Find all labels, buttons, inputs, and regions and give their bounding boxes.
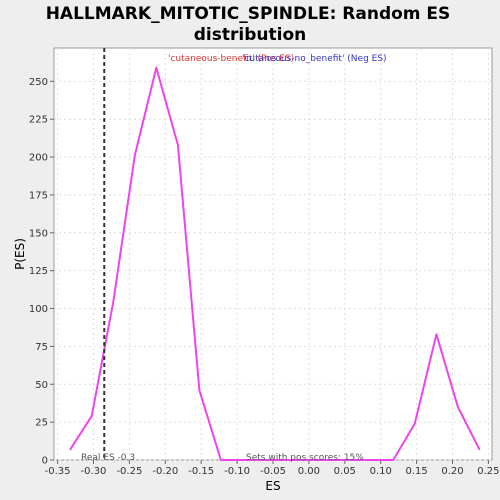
- es-distribution-point: [306, 459, 308, 461]
- es-distribution-point: [198, 389, 201, 392]
- es-distribution-point: [435, 333, 438, 336]
- es-distribution-point: [327, 459, 330, 461]
- es-distribution-point: [478, 448, 481, 451]
- es-distribution-point: [177, 144, 179, 146]
- x-tick-label: 0.15: [405, 466, 427, 477]
- x-tick-label: 0.05: [334, 466, 356, 477]
- x-tick-label: -0.05: [260, 466, 286, 477]
- es-distribution-point: [370, 459, 373, 461]
- x-tick-label: -0.10: [224, 466, 250, 477]
- es-distribution-point: [112, 301, 115, 304]
- x-tick-label: -0.25: [116, 466, 142, 477]
- pos-scores-annotation: Sets with pos scores: 15%: [246, 453, 364, 463]
- es-distribution-point: [69, 448, 71, 451]
- axes: 0 25 50 75 100 125 150 175 200 225 250 -0.35 -0.30 -0…: [29, 77, 500, 477]
- y-tick-label: 225: [29, 115, 48, 126]
- y-tick-label: 150: [29, 228, 48, 239]
- x-tick-label: -0.20: [152, 466, 178, 477]
- es-distribution-point: [457, 406, 459, 408]
- y-tick-label: 200: [29, 153, 48, 164]
- x-tick-label: 0.25: [477, 466, 499, 477]
- es-distribution-point: [241, 459, 244, 461]
- es-distribution-point: [90, 415, 93, 417]
- x-tick-label: 0.10: [370, 466, 392, 477]
- es-distribution-point: [414, 422, 416, 425]
- y-axis-label: P(ES): [13, 238, 27, 270]
- y-tick-label: 250: [29, 77, 48, 88]
- es-distribution-line: [69, 66, 481, 461]
- y-tick-label: 100: [29, 304, 48, 315]
- series-layer: [69, 66, 481, 461]
- grid: [54, 48, 492, 461]
- es-distribution-point: [155, 66, 158, 69]
- neg-es-legend-label: 'cutaneous-no_benefit' (Neg ES): [242, 54, 387, 64]
- es-distribution-point: [263, 459, 265, 461]
- es-distribution-point: [220, 459, 222, 461]
- es-distribution-point: [349, 459, 351, 461]
- real-es-annotation: Real ES -0.3: [81, 453, 135, 463]
- y-tick-label: 125: [29, 266, 48, 277]
- y-tick-label: 75: [35, 342, 48, 353]
- y-tick-label: 25: [35, 418, 48, 429]
- es-distribution-point: [284, 459, 287, 461]
- x-tick-label: -0.30: [81, 466, 107, 477]
- y-tick-label: 0: [42, 456, 48, 467]
- x-tick-label: -0.15: [188, 466, 214, 477]
- pos-es-legend-label: 'cutaneous-benefit' (Pos ES): [168, 54, 294, 64]
- x-tick-label: -0.35: [45, 466, 71, 477]
- chart-title-line1: HALLMARK_MITOTIC_SPINDLE: Random ES: [46, 4, 451, 24]
- y-tick-label: 175: [29, 190, 48, 201]
- chart-title-line2: distribution: [194, 25, 306, 45]
- x-tick-label: 0.20: [441, 466, 463, 477]
- es-distribution-point: [392, 459, 395, 461]
- x-axis-label: ES: [265, 479, 280, 493]
- es-distribution-point: [133, 154, 136, 157]
- y-tick-label: 50: [35, 380, 48, 391]
- x-tick-label: 0.00: [298, 466, 320, 477]
